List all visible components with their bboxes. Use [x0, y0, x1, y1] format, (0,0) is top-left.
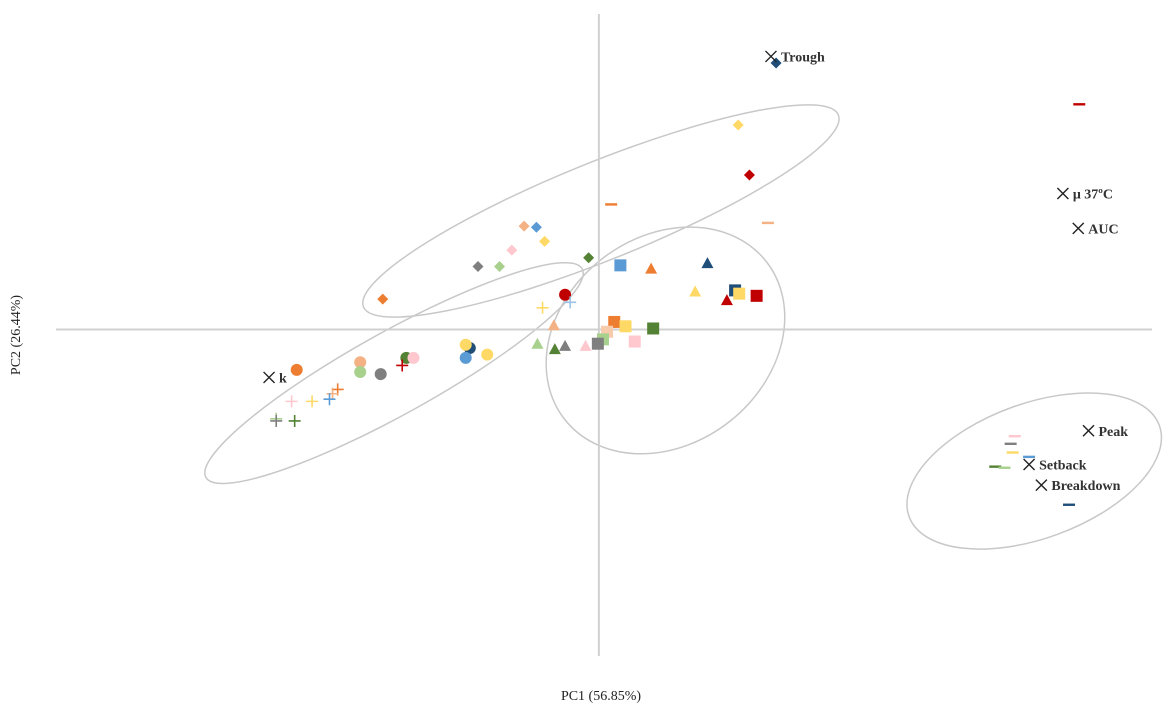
sample-points	[270, 57, 1086, 506]
variable-marker-k	[263, 371, 276, 384]
plus-point-1	[564, 296, 577, 309]
diamond-point-8	[472, 260, 484, 272]
group-ellipse-1	[362, 104, 840, 318]
group-ellipse-4	[906, 392, 1163, 550]
diamond-point-9	[494, 260, 506, 272]
triangle-point-9	[579, 339, 592, 351]
triangle-point-5	[547, 319, 560, 331]
plus-point-3	[396, 359, 409, 372]
plus-point-10	[288, 414, 301, 427]
group-ellipses	[204, 104, 1163, 550]
diamond-point-7	[539, 235, 551, 247]
diamond-point-3	[743, 169, 755, 181]
variable-marker-breakdown	[1035, 479, 1048, 492]
square-point-1	[614, 259, 627, 272]
variable-label-peak: Peak	[1098, 425, 1128, 440]
variable-markers: Trough μ 37ºC AUC k Peak Setback Breakdown	[263, 50, 1128, 494]
circle-point-1	[559, 288, 572, 301]
circle-point-4	[459, 351, 472, 364]
diamond-point-6	[506, 244, 518, 256]
variable-label-k: k	[279, 371, 287, 386]
square-point-11	[628, 335, 641, 348]
square-point-6	[619, 320, 632, 333]
diamond-point-5	[530, 221, 542, 233]
diamond-point-11	[377, 293, 389, 305]
circle-point-9	[354, 365, 367, 378]
square-point-3	[733, 287, 746, 300]
circle-point-3	[459, 338, 472, 351]
square-point-10	[591, 337, 604, 350]
square-point-7	[647, 322, 660, 335]
variable-label-trough: Trough	[781, 50, 825, 65]
variable-label-breakdown: Breakdown	[1051, 479, 1120, 494]
circle-point-5	[481, 348, 494, 361]
variable-marker-trough	[764, 50, 777, 63]
variable-marker-37-c	[1056, 187, 1069, 200]
variable-marker-setback	[1023, 458, 1036, 471]
triangle-point-3	[689, 285, 702, 297]
variable-marker-auc	[1072, 222, 1085, 235]
plus-point-6	[323, 393, 336, 406]
diamond-point-10	[583, 252, 595, 264]
triangle-point-6	[531, 337, 544, 349]
group-ellipse-2	[204, 261, 584, 485]
triangle-point-8	[559, 339, 572, 351]
square-point-4	[750, 289, 763, 302]
plus-point-2	[536, 301, 549, 314]
plus-point-5	[326, 387, 339, 400]
plus-point-7	[306, 395, 319, 408]
y-axis-title: PC2 (26.44%)	[9, 295, 24, 375]
diamond-point-2	[732, 119, 744, 131]
x-axis-title: PC1 (56.85%)	[561, 689, 641, 704]
group-ellipse-3	[545, 226, 786, 455]
circle-point-8	[354, 356, 367, 369]
diamond-point-1	[770, 57, 782, 69]
circle-point-10	[374, 368, 387, 381]
triangle-point-2	[645, 262, 658, 274]
triangle-point-4	[720, 294, 733, 306]
diamond-point-4	[518, 220, 530, 232]
triangle-point-7	[548, 343, 561, 355]
plus-point-11	[270, 414, 283, 427]
circle-point-11	[290, 363, 303, 376]
variable-label-setback: Setback	[1039, 458, 1087, 473]
variable-marker-peak	[1082, 424, 1095, 437]
variable-label-37-c: μ 37ºC	[1073, 188, 1113, 203]
triangle-point-1	[701, 257, 714, 269]
circle-point-7	[407, 351, 420, 364]
plus-point-8	[285, 395, 298, 408]
variable-label-auc: AUC	[1088, 222, 1118, 237]
square-point-5	[608, 315, 621, 328]
